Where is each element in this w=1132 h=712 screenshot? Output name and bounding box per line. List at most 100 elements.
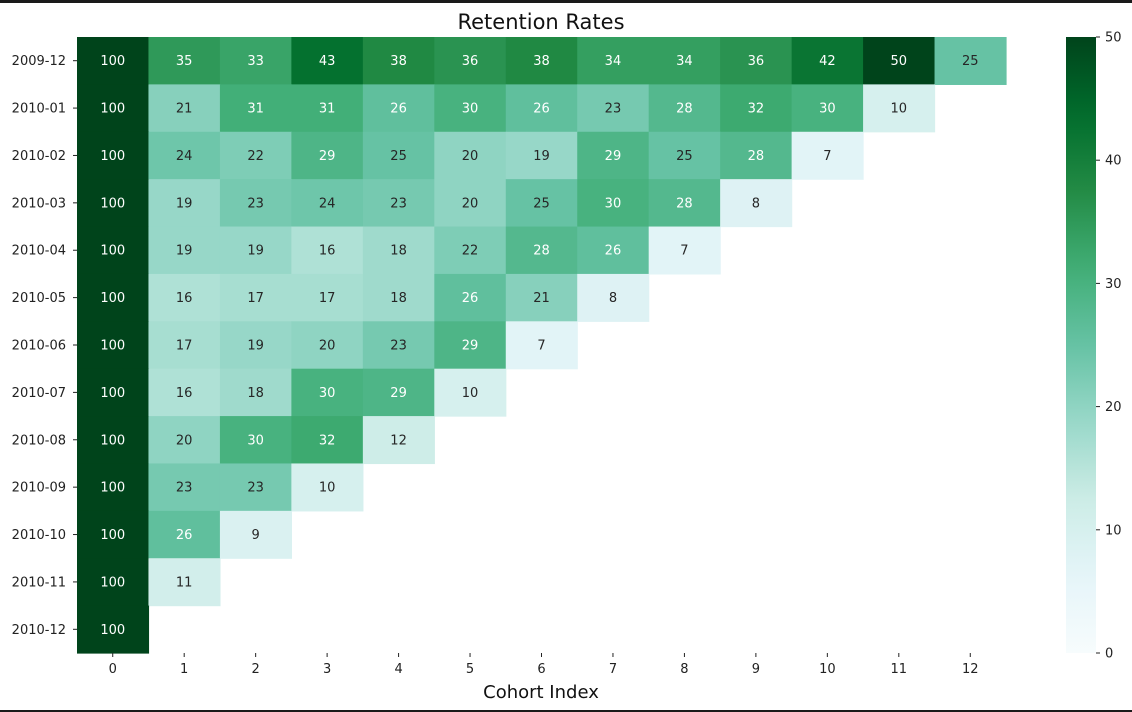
heatmap-cell (505, 37, 578, 85)
cell-value-label: 19 (176, 196, 193, 211)
cell-value-label: 18 (390, 291, 407, 306)
cell-value-label: 100 (100, 528, 125, 543)
cell-value-label: 19 (247, 244, 264, 259)
cell-value-label: 35 (176, 54, 193, 69)
cell-value-label: 31 (247, 102, 264, 117)
heatmap-cell (577, 131, 650, 180)
y-tick-label: 2010-10 (12, 528, 66, 543)
cell-value-label: 43 (319, 54, 336, 69)
cell-value-label: 8 (609, 291, 617, 306)
cell-value-label: 16 (319, 244, 336, 259)
y-tick-label: 2010-06 (12, 339, 66, 354)
cell-value-label: 21 (533, 291, 550, 306)
cell-value-label: 8 (752, 196, 760, 211)
cell-value-label: 29 (319, 149, 336, 164)
x-tick-label: 9 (752, 662, 760, 677)
colorbar-gradient (1066, 37, 1096, 653)
cell-value-label: 17 (247, 291, 264, 306)
cell-value-label: 50 (891, 54, 908, 69)
cell-value-label: 26 (462, 291, 479, 306)
heatmap-cell (148, 179, 221, 228)
cell-value-label: 25 (962, 54, 979, 69)
heatmap-cell (148, 273, 221, 322)
cell-value-label: 22 (462, 244, 479, 259)
x-tick-label: 10 (819, 662, 836, 677)
heatmap-cell (934, 37, 1007, 85)
x-tick-label: 6 (537, 662, 545, 677)
heatmap-cell (77, 510, 150, 559)
heatmap-cell (434, 37, 507, 85)
cell-value-label: 28 (533, 244, 550, 259)
heatmap-cell (720, 37, 793, 85)
heatmap-cell (148, 416, 221, 465)
cell-value-label: 30 (247, 433, 264, 448)
heatmap-cell (219, 226, 292, 275)
heatmap-cell (720, 179, 793, 228)
heatmap-cell (434, 131, 507, 180)
cell-value-label: 33 (247, 54, 264, 69)
cell-value-label: 100 (100, 291, 125, 306)
cell-value-label: 7 (537, 339, 545, 354)
heatmap-cell (505, 273, 578, 322)
heatmap-cell (863, 84, 936, 133)
y-tick-label: 2010-04 (12, 244, 66, 259)
y-tick-label: 2010-05 (12, 291, 66, 306)
x-tick-label: 12 (962, 662, 979, 677)
heatmap-cell (505, 226, 578, 275)
cell-value-label: 26 (533, 102, 550, 117)
heatmap-cell (219, 84, 292, 133)
heatmap-cell (791, 84, 864, 133)
heatmap-cell (505, 131, 578, 180)
cell-value-label: 16 (176, 386, 193, 401)
chart-title: Retention Rates (457, 10, 624, 34)
cell-value-label: 20 (176, 433, 193, 448)
x-tick-label: 8 (680, 662, 688, 677)
heatmap-cell (291, 368, 364, 417)
y-tick-label: 2010-02 (12, 149, 66, 164)
y-tick-label: 2010-01 (12, 102, 66, 117)
cell-value-label: 38 (533, 54, 550, 69)
heatmap-cell (791, 131, 864, 180)
heatmap-cell (577, 179, 650, 228)
cell-value-label: 12 (390, 433, 407, 448)
x-axis-label: Cohort Index (483, 682, 599, 703)
heatmap-cell (291, 226, 364, 275)
y-tick-label: 2010-08 (12, 433, 66, 448)
x-tick-labels: 0 1 2 3 4 5 6 7 8 9 10 11 12 (109, 653, 979, 677)
colorbar-tick-label: 0 (1105, 647, 1113, 662)
heatmap-cell (577, 273, 650, 322)
x-tick-label: 7 (609, 662, 617, 677)
heatmap-cell (219, 37, 292, 85)
heatmap-cell (148, 226, 221, 275)
heatmap-cell (505, 179, 578, 228)
heatmap-cell (434, 273, 507, 322)
cell-value-label: 19 (247, 339, 264, 354)
cell-value-label: 23 (605, 102, 622, 117)
heatmap-cell (148, 131, 221, 180)
cell-value-label: 100 (100, 386, 125, 401)
cell-value-label: 17 (319, 291, 336, 306)
heatmap-cell (362, 368, 435, 417)
y-tick-label: 2010-11 (12, 575, 66, 590)
cell-value-label: 100 (100, 196, 125, 211)
heatmap-cell (648, 179, 721, 228)
heatmap-cell (648, 226, 721, 275)
cell-value-label: 9 (252, 528, 260, 543)
heatmap-cell (434, 84, 507, 133)
cell-value-label: 100 (100, 244, 125, 259)
heatmap-cell (291, 463, 364, 512)
heatmap-cell (219, 510, 292, 559)
heatmap-cell (720, 131, 793, 180)
heatmap-cell (77, 605, 150, 654)
heatmap-cell (291, 37, 364, 85)
cell-value-label: 10 (462, 386, 479, 401)
cell-value-label: 28 (676, 196, 693, 211)
x-tick-label: 1 (180, 662, 188, 677)
heatmap-cell (505, 321, 578, 370)
cell-value-label: 100 (100, 54, 125, 69)
cell-value-label: 19 (533, 149, 550, 164)
colorbar: 0 10 20 30 40 50 (1066, 31, 1122, 662)
heatmap-cell (219, 179, 292, 228)
y-tick-label: 2010-09 (12, 481, 66, 496)
